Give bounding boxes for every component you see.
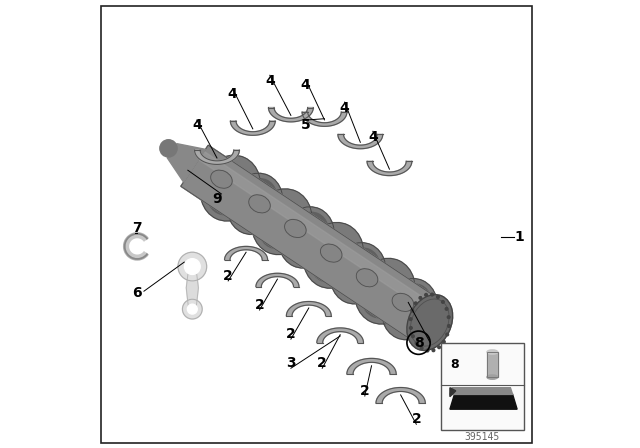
Polygon shape [269, 108, 314, 122]
Circle shape [184, 258, 200, 275]
Ellipse shape [382, 279, 437, 340]
Polygon shape [347, 358, 396, 374]
Text: 2: 2 [360, 383, 370, 398]
Ellipse shape [279, 207, 334, 268]
Ellipse shape [252, 189, 312, 254]
Ellipse shape [487, 350, 498, 354]
Polygon shape [376, 388, 426, 403]
Polygon shape [168, 144, 205, 182]
Circle shape [442, 301, 444, 303]
Bar [487, 352, 498, 377]
Ellipse shape [341, 248, 380, 291]
Circle shape [425, 293, 428, 296]
Ellipse shape [393, 284, 431, 327]
Text: 6: 6 [132, 286, 142, 301]
Ellipse shape [259, 202, 300, 249]
Circle shape [419, 297, 422, 299]
Text: 4: 4 [368, 129, 378, 144]
Ellipse shape [238, 179, 277, 222]
Circle shape [438, 346, 440, 349]
Text: 8: 8 [413, 336, 424, 350]
Text: 4: 4 [228, 87, 237, 101]
Polygon shape [450, 394, 517, 409]
Polygon shape [195, 150, 239, 164]
Circle shape [410, 327, 412, 329]
Text: 1: 1 [515, 230, 524, 245]
Polygon shape [450, 388, 513, 394]
Ellipse shape [310, 236, 352, 282]
Circle shape [414, 302, 417, 305]
Ellipse shape [303, 223, 364, 288]
Circle shape [436, 296, 439, 298]
Text: 4: 4 [301, 78, 310, 92]
Text: 2: 2 [412, 412, 421, 426]
Text: 8: 8 [450, 358, 458, 371]
Polygon shape [186, 271, 198, 306]
Text: 2: 2 [255, 297, 264, 312]
Text: 2: 2 [317, 356, 327, 370]
Text: 7: 7 [132, 221, 142, 236]
Circle shape [415, 342, 418, 345]
Circle shape [182, 299, 202, 319]
Circle shape [431, 293, 433, 296]
Text: 2: 2 [286, 327, 296, 341]
Text: 3: 3 [286, 356, 296, 370]
Polygon shape [367, 161, 412, 176]
Ellipse shape [356, 269, 378, 287]
Circle shape [447, 316, 450, 319]
Circle shape [178, 252, 207, 281]
Text: 4: 4 [340, 100, 349, 115]
Circle shape [410, 318, 412, 320]
Text: 4: 4 [265, 73, 275, 88]
Bar [487, 352, 498, 377]
Polygon shape [256, 273, 299, 287]
Polygon shape [287, 302, 332, 316]
Text: 9: 9 [212, 192, 222, 207]
Polygon shape [450, 388, 456, 396]
Circle shape [426, 349, 429, 352]
Ellipse shape [207, 169, 249, 215]
Circle shape [412, 335, 414, 338]
Bar [441, 343, 524, 430]
Ellipse shape [211, 170, 232, 188]
Circle shape [447, 325, 450, 327]
Ellipse shape [487, 375, 498, 379]
Polygon shape [338, 134, 383, 149]
Text: 2: 2 [223, 268, 233, 283]
Circle shape [188, 304, 197, 314]
Ellipse shape [392, 293, 413, 311]
Polygon shape [181, 145, 450, 348]
Ellipse shape [355, 258, 415, 324]
Polygon shape [230, 121, 275, 135]
Ellipse shape [290, 212, 328, 255]
Circle shape [432, 349, 435, 352]
Polygon shape [181, 145, 450, 348]
Polygon shape [317, 328, 364, 343]
Text: 395145: 395145 [465, 432, 500, 442]
Ellipse shape [249, 195, 270, 213]
Polygon shape [198, 151, 446, 321]
Text: 5: 5 [301, 118, 310, 133]
Ellipse shape [362, 272, 403, 318]
Ellipse shape [330, 243, 386, 304]
Ellipse shape [285, 220, 306, 237]
Circle shape [442, 340, 445, 343]
Ellipse shape [227, 173, 283, 234]
Circle shape [446, 333, 449, 336]
Ellipse shape [200, 155, 260, 221]
Ellipse shape [321, 244, 342, 262]
Polygon shape [302, 112, 347, 126]
Ellipse shape [160, 140, 177, 157]
Polygon shape [225, 246, 268, 260]
Circle shape [411, 309, 413, 312]
Text: 4: 4 [192, 118, 202, 133]
Circle shape [420, 347, 423, 349]
Circle shape [445, 307, 448, 310]
Ellipse shape [407, 295, 452, 350]
